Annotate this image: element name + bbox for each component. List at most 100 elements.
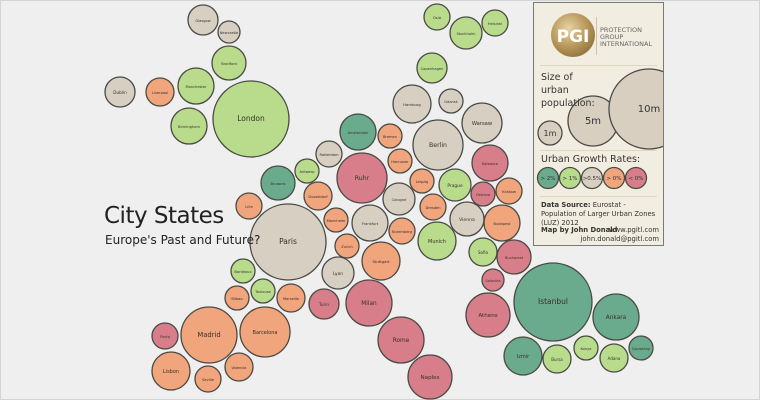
- city-bubble-hannover: Hannover: [387, 148, 413, 174]
- city-bubble-leipzig: Leipzig: [409, 168, 435, 194]
- bubble-label: Leipzig: [416, 180, 429, 184]
- source-text: Eurostat - Population of Larger Urban Zo…: [541, 201, 656, 227]
- bubble-label: Bilbao: [231, 297, 242, 301]
- city-bubble-turin: Turin: [308, 288, 340, 320]
- bubble: [483, 204, 521, 242]
- city-bubble-barcelona: Barcelona: [239, 306, 291, 358]
- size-legend-1m: 1m: [537, 120, 563, 146]
- bubble: [308, 288, 340, 320]
- bubble-label: Toulouse: [254, 290, 271, 294]
- bubble-label: Sofia: [478, 250, 489, 255]
- city-bubble-lille: Lille: [235, 192, 263, 220]
- map-title: City States: [104, 203, 224, 229]
- website-link[interactable]: www.pgitl.com: [609, 226, 659, 234]
- bubble-label: Budapest: [493, 222, 511, 226]
- bubble-label: Newcastle: [220, 31, 239, 35]
- bubble-label: Mannheim: [327, 219, 346, 223]
- bubble: [387, 148, 413, 174]
- bubble-label: Valencia: [231, 366, 246, 370]
- source-label: Data Source:: [541, 201, 591, 209]
- city-bubble-copenhagen: Copenhagen: [416, 52, 448, 84]
- growth-legend-gt2: > 2%: [536, 166, 560, 190]
- email-link[interactable]: john.donald@pgitl.com: [580, 235, 659, 243]
- bubble: [481, 268, 505, 292]
- city-bubble-dusseldorf: Dusseldorf: [303, 181, 333, 211]
- bubble: [602, 166, 626, 190]
- bubble: [468, 237, 498, 267]
- city-bubble-dresden: Dresden: [419, 193, 447, 221]
- city-bubble-katowice: Katowice: [471, 144, 509, 182]
- legend-panel: PGI 1m 5m 10m > 2% > 1% >0.5% > 0% < 0% PROTECT…: [533, 2, 664, 246]
- city-bubble-bradford: Bradford: [211, 45, 247, 81]
- city-bubble-lisbon: Lisbon: [151, 351, 191, 391]
- bubble-label: Bradford: [221, 62, 237, 66]
- bubble: [224, 285, 250, 311]
- city-bubble-seville: Seville: [194, 365, 222, 393]
- bubble: [465, 292, 511, 338]
- bubble: [104, 76, 136, 108]
- size-legend-10m: 10m: [608, 68, 663, 150]
- bubble: [580, 166, 604, 190]
- logo-text: PGI: [557, 27, 590, 47]
- city-bubble-athens: Athens: [465, 292, 511, 338]
- bubble: [345, 279, 393, 327]
- bubble: [151, 322, 179, 350]
- city-bubble-bilbao: Bilbao: [224, 285, 250, 311]
- divider: [540, 150, 657, 151]
- bubble: [536, 166, 560, 190]
- bubble-label: Lille: [245, 204, 253, 209]
- city-bubble-adana: Adana: [599, 343, 629, 373]
- city-bubble-london: London: [212, 80, 290, 158]
- city-bubble-valencia: Valencia: [224, 352, 254, 382]
- city-bubble-ostrava: Ostrava: [470, 181, 496, 207]
- city-bubble-amsterdam: Amsterdam: [339, 113, 377, 151]
- org-name: PROTECTION GROUP INTERNATIONAL: [600, 26, 653, 48]
- bubble: [624, 166, 648, 190]
- bubble: [419, 193, 447, 221]
- city-bubble-frankfurt: Frankfurt: [351, 204, 389, 242]
- bubble-label: Amsterdam: [348, 131, 369, 135]
- bubble: [260, 165, 296, 201]
- city-bubble-mannheim: Mannheim: [323, 207, 349, 233]
- divider: [540, 196, 657, 197]
- bubble-label: > 1%: [562, 176, 577, 182]
- city-bubble-vienna: Vienna: [449, 201, 485, 237]
- bubble: [558, 166, 582, 190]
- city-bubble-munich: Munich: [417, 221, 457, 261]
- city-bubble-ruhr: Ruhr: [336, 152, 388, 204]
- city-bubble-helsinki: Helsinki: [481, 9, 509, 37]
- city-bubble-glasgow: Glasgow: [187, 4, 219, 36]
- bubble: [438, 168, 472, 202]
- bubble: [249, 203, 327, 281]
- city-bubble-krakow: Krakow: [495, 177, 523, 205]
- bubble-label: Dublin: [113, 90, 127, 95]
- bubble: [503, 336, 543, 376]
- bubble: [592, 293, 640, 341]
- bubble: [235, 192, 263, 220]
- bubble-label: Salonika: [485, 279, 500, 283]
- bubble: [194, 365, 222, 393]
- bubble: [303, 181, 333, 211]
- bubble-label: > 0%: [606, 176, 621, 182]
- city-bubble-stockholm: Stockholm: [449, 16, 483, 50]
- bubble: [416, 52, 448, 84]
- bubble-label: Krakow: [502, 189, 516, 194]
- bubble: [377, 123, 403, 149]
- bubble-label: Zurich: [341, 245, 352, 249]
- bubble-label: Ostrava: [476, 193, 490, 197]
- bubble-label: Gdansk: [444, 100, 458, 104]
- bubble: [321, 256, 355, 290]
- author: Map by John Donald: [541, 226, 618, 234]
- bubble-label: Marseille: [283, 297, 300, 301]
- bubble: [417, 221, 457, 261]
- growth-legend-lt0: < 0%: [624, 166, 648, 190]
- bubble: [423, 3, 451, 31]
- city-bubble-marseille: Marseille: [276, 283, 306, 313]
- city-bubble-ankara: Ankara: [592, 293, 640, 341]
- bubble-label: Dusseldorf: [308, 195, 328, 199]
- bubble: [392, 84, 432, 124]
- bubble: [599, 343, 629, 373]
- bubble: [461, 102, 503, 144]
- bubble: [449, 16, 483, 50]
- map-subtitle: Europe's Past and Future?: [105, 233, 261, 247]
